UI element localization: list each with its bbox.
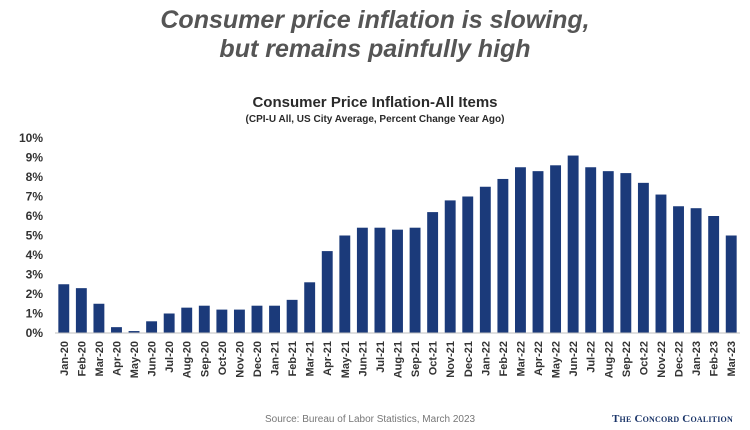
y-tick-label: 1% xyxy=(26,307,44,321)
bar xyxy=(567,155,579,333)
y-tick-label: 7% xyxy=(26,190,44,204)
bar xyxy=(269,305,280,333)
x-tick-label: Mar-20 xyxy=(94,341,106,376)
bar xyxy=(75,288,87,333)
bar xyxy=(655,194,667,333)
x-tick-label: Feb-23 xyxy=(709,341,721,376)
y-tick-label: 2% xyxy=(26,287,44,301)
x-tick-label: Jun-21 xyxy=(357,341,369,376)
x-tick-label: Feb-22 xyxy=(498,341,510,376)
bar xyxy=(515,167,526,333)
chart-subtitle: (CPI-U All, US City Average, Percent Cha… xyxy=(245,114,505,125)
x-tick-label: Dec-22 xyxy=(674,341,686,377)
bar xyxy=(128,331,140,333)
x-tick-label: Dec-21 xyxy=(463,341,475,377)
x-tick-label: Mar-23 xyxy=(726,341,738,376)
y-tick-label: 0% xyxy=(26,326,44,340)
y-tick-label: 9% xyxy=(26,151,44,165)
x-tick-label: Sep-20 xyxy=(199,341,211,377)
x-tick-label: Jul-21 xyxy=(375,341,387,373)
bar xyxy=(479,186,491,333)
x-tick-label: Apr-20 xyxy=(111,341,123,376)
x-tick-label: Mar-22 xyxy=(515,341,527,376)
bar xyxy=(673,206,684,333)
x-tick-label: Dec-20 xyxy=(252,341,264,377)
bar xyxy=(462,196,474,333)
x-tick-label: Nov-21 xyxy=(445,341,457,378)
y-tick-label: 6% xyxy=(26,209,44,223)
x-tick-label: Jan-21 xyxy=(270,341,282,376)
bar xyxy=(392,229,403,333)
x-tick-label: Sep-21 xyxy=(410,341,422,377)
bar xyxy=(251,305,263,333)
bar xyxy=(602,171,614,333)
x-tick-label: Aug-21 xyxy=(393,341,405,378)
bar xyxy=(198,305,210,333)
bar xyxy=(111,327,122,333)
x-tick-label: May-22 xyxy=(551,341,563,378)
bar xyxy=(181,307,193,333)
bar xyxy=(620,173,632,333)
x-tick-label: May-21 xyxy=(340,341,352,378)
x-tick-label: Feb-20 xyxy=(76,341,88,376)
bar xyxy=(339,235,351,333)
bar xyxy=(356,227,368,333)
concord-coalition-logo: The Concord Coalition xyxy=(612,413,733,425)
x-tick-label: Jan-20 xyxy=(59,341,71,376)
bar xyxy=(497,178,509,333)
y-tick-label: 3% xyxy=(26,268,44,282)
bar xyxy=(163,313,175,333)
bar xyxy=(708,216,720,333)
bar xyxy=(374,227,386,333)
bar xyxy=(58,284,70,333)
bar xyxy=(725,235,737,333)
bar xyxy=(286,299,298,333)
x-tick-label: Jan-23 xyxy=(691,341,703,376)
bar xyxy=(409,227,421,333)
bar xyxy=(427,212,439,333)
y-tick-label: 4% xyxy=(26,248,44,262)
x-tick-label: Jun-20 xyxy=(147,341,159,376)
bar xyxy=(532,171,544,333)
x-tick-label: Jan-22 xyxy=(480,341,492,376)
y-tick-label: 8% xyxy=(26,170,44,184)
bar xyxy=(690,208,702,333)
bar xyxy=(637,182,649,333)
bar xyxy=(444,200,456,333)
x-tick-label: May-20 xyxy=(129,341,141,378)
bar xyxy=(216,309,228,333)
bar xyxy=(321,251,333,333)
bar xyxy=(146,321,158,333)
bar xyxy=(550,165,562,333)
x-tick-label: Jun-22 xyxy=(568,341,580,376)
x-tick-label: Oct-20 xyxy=(217,341,229,375)
chart-title: Consumer Price Inflation-All Items xyxy=(252,94,498,111)
y-tick-label: 5% xyxy=(26,229,44,243)
x-tick-label: Apr-21 xyxy=(322,341,334,376)
x-tick-label: Apr-22 xyxy=(533,341,545,376)
x-tick-label: Jul-22 xyxy=(586,341,598,373)
headline-line-1: Consumer price inflation is slowing, xyxy=(160,6,590,34)
x-tick-label: Nov-20 xyxy=(234,341,246,378)
x-tick-label: Jul-20 xyxy=(164,341,176,373)
x-tick-label: Aug-20 xyxy=(182,341,194,378)
y-tick-label: 10% xyxy=(19,131,43,145)
x-tick-label: Nov-22 xyxy=(656,341,668,378)
x-tick-label: Aug-22 xyxy=(603,341,615,378)
x-tick-label: Oct-22 xyxy=(638,341,650,375)
x-tick-label: Sep-22 xyxy=(621,341,633,377)
x-tick-label: Feb-21 xyxy=(287,341,299,376)
bar xyxy=(585,167,597,333)
bar xyxy=(233,309,245,333)
headline-line-2: but remains painfully high xyxy=(219,35,531,63)
x-tick-label: Oct-21 xyxy=(428,341,440,375)
source-note: Source: Bureau of Labor Statistics, Marc… xyxy=(265,414,476,425)
headline: Consumer price inflation is slowing, but… xyxy=(0,6,750,64)
bar xyxy=(93,303,105,333)
bar xyxy=(304,282,316,333)
x-tick-label: Mar-21 xyxy=(305,341,317,376)
